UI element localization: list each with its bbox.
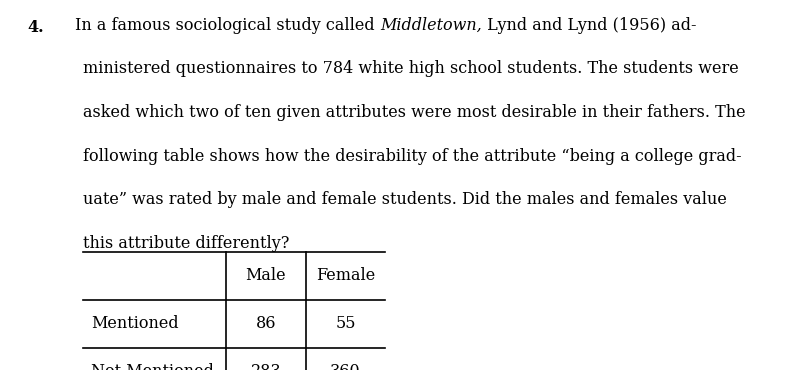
Text: 55: 55 xyxy=(335,315,356,332)
Text: Middletown,: Middletown, xyxy=(380,17,482,34)
Text: Lynd and Lynd (1956) ad-: Lynd and Lynd (1956) ad- xyxy=(482,17,696,34)
Text: asked which two of ten given attributes were most desirable in their fathers. Th: asked which two of ten given attributes … xyxy=(83,104,746,121)
Text: Not Mentioned: Not Mentioned xyxy=(91,363,214,370)
Text: 283: 283 xyxy=(251,363,281,370)
Text: In a famous sociological study called: In a famous sociological study called xyxy=(75,17,380,34)
Text: following table shows how the desirability of the attribute “being a college gra: following table shows how the desirabili… xyxy=(83,148,742,165)
Text: ministered questionnaires to 784 white high school students. The students were: ministered questionnaires to 784 white h… xyxy=(83,60,739,77)
Text: 4.: 4. xyxy=(28,18,44,36)
Text: 86: 86 xyxy=(256,315,276,332)
Text: 360: 360 xyxy=(330,363,360,370)
Text: Female: Female xyxy=(316,267,375,284)
Text: uate” was rated by male and female students. Did the males and females value: uate” was rated by male and female stude… xyxy=(83,191,727,208)
Text: this attribute differently?: this attribute differently? xyxy=(83,235,290,252)
Text: Male: Male xyxy=(245,267,287,284)
Text: Mentioned: Mentioned xyxy=(91,315,179,332)
